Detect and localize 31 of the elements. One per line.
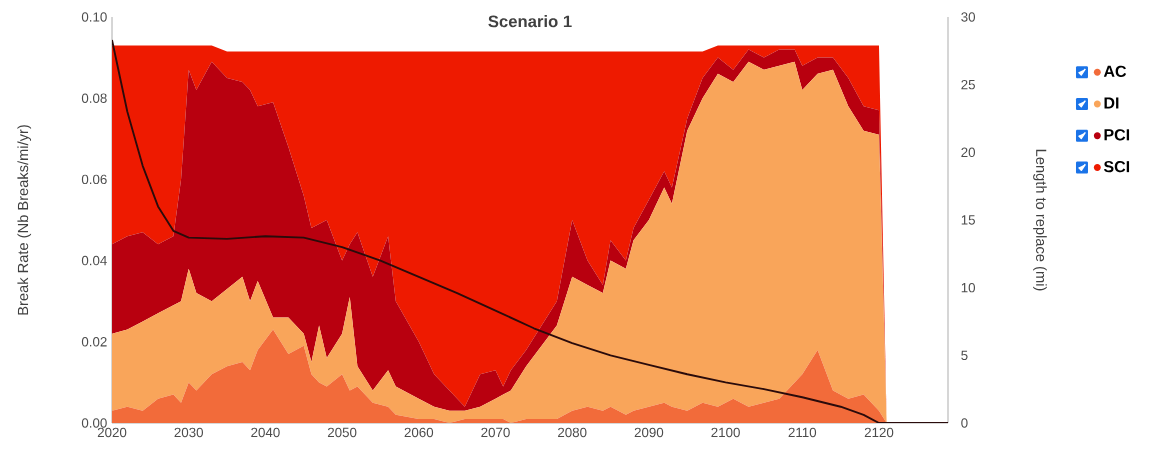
y2-tick-label: 30	[961, 12, 976, 22]
x-tick-label: 2090	[634, 427, 664, 438]
y2-axis-title: Length to replace (mi)	[1033, 149, 1047, 291]
x-tick-label: 2030	[174, 427, 204, 438]
y2-tick-label: 0	[961, 418, 968, 428]
legend-label: PCI	[1104, 129, 1130, 141]
x-tick-label: 2040	[251, 427, 280, 438]
x-tick-label: 2070	[481, 427, 510, 438]
legend-label: SCI	[1103, 160, 1130, 173]
y2-tick-label: 15	[961, 215, 975, 225]
legend-label: DI	[1104, 97, 1119, 109]
x-tick-label: 2080	[558, 427, 587, 438]
y2-tick-label: 10	[961, 282, 976, 293]
y2-tick-label: 25	[961, 79, 975, 90]
y-tick-label: 0.06	[81, 174, 107, 185]
x-tick-label: 2060	[404, 427, 434, 438]
x-tick-label: 2120	[864, 427, 894, 438]
y2-tick-label: 5	[961, 350, 968, 360]
y-axis-title: Break Rate (Nb Breaks/mi/yr)	[17, 125, 32, 315]
y-tick-label: 0.10	[81, 12, 107, 22]
y2-tick-label: 20	[961, 147, 976, 158]
y-tick-label: 0.02	[81, 337, 107, 347]
chart-title: Scenario 1	[488, 15, 572, 28]
x-tick-label: 2050	[327, 427, 357, 438]
x-tick-label: 2020	[97, 427, 127, 438]
legend-label: AC	[1103, 65, 1127, 77]
y-tick-label: 0.04	[81, 255, 107, 266]
x-tick-label: 2110	[788, 427, 817, 438]
x-tick-label: 2100	[711, 427, 740, 438]
y-tick-label: 0.00	[81, 418, 107, 428]
y-tick-label: 0.08	[81, 93, 107, 103]
